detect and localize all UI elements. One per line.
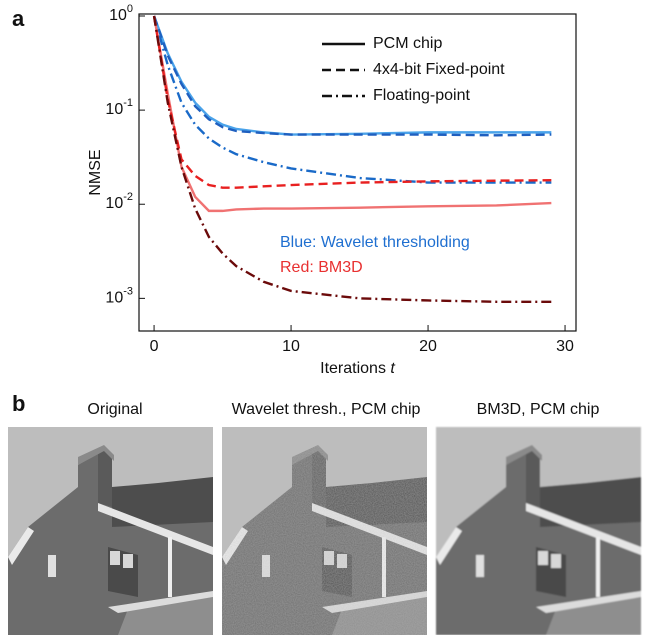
x-axis-label-var: t: [390, 360, 395, 377]
x-axis-label-text: Iterations: [320, 360, 386, 377]
y-tick-label: 100: [109, 3, 133, 24]
plot-frame: [138, 13, 577, 332]
series-line: [152, 15, 552, 213]
x-tick-label: 10: [282, 338, 300, 355]
annotation: Red: BM3D: [280, 259, 363, 276]
annotation: Blue: Wavelet thresholding: [280, 234, 470, 251]
series-line: [152, 15, 552, 137]
y-tick-base: 10: [105, 290, 123, 307]
x-axis-label: Iterations t: [320, 360, 395, 377]
y-tick-base: 10: [105, 195, 123, 212]
x-tick-label: 20: [419, 338, 437, 355]
y-tick-exponent: 0: [127, 3, 133, 15]
y-tick-exponent: -2: [123, 191, 133, 203]
y-tick-exponent: -1: [123, 97, 133, 109]
image-bm3d: [436, 427, 641, 635]
image-wavelet: [222, 427, 427, 635]
legend-label: 4x4-bit Fixed-point: [373, 61, 505, 78]
y-tick-base: 10: [109, 7, 127, 24]
series-line: [152, 15, 552, 184]
image-title: Original: [87, 401, 142, 418]
image-title: BM3D, PCM chip: [477, 401, 600, 418]
image-original: [8, 427, 213, 635]
series-line: [152, 15, 552, 303]
x-tick-label: 30: [556, 338, 574, 355]
panel-label: a: [12, 6, 25, 31]
y-tick-label: 10-3: [105, 285, 133, 306]
panel-label: b: [12, 391, 25, 416]
series-line: [152, 15, 552, 189]
x-tick-label: 0: [150, 338, 159, 355]
y-tick-label: 10-2: [105, 191, 133, 212]
y-tick-label: 10-1: [105, 97, 133, 118]
y-axis-label: NMSE: [87, 149, 104, 195]
legend-label: PCM chip: [373, 35, 442, 52]
y-tick-exponent: -3: [123, 285, 133, 297]
image-title: Wavelet thresh., PCM chip: [232, 401, 421, 418]
legend-label: Floating-point: [373, 87, 471, 104]
y-tick-base: 10: [105, 101, 123, 118]
